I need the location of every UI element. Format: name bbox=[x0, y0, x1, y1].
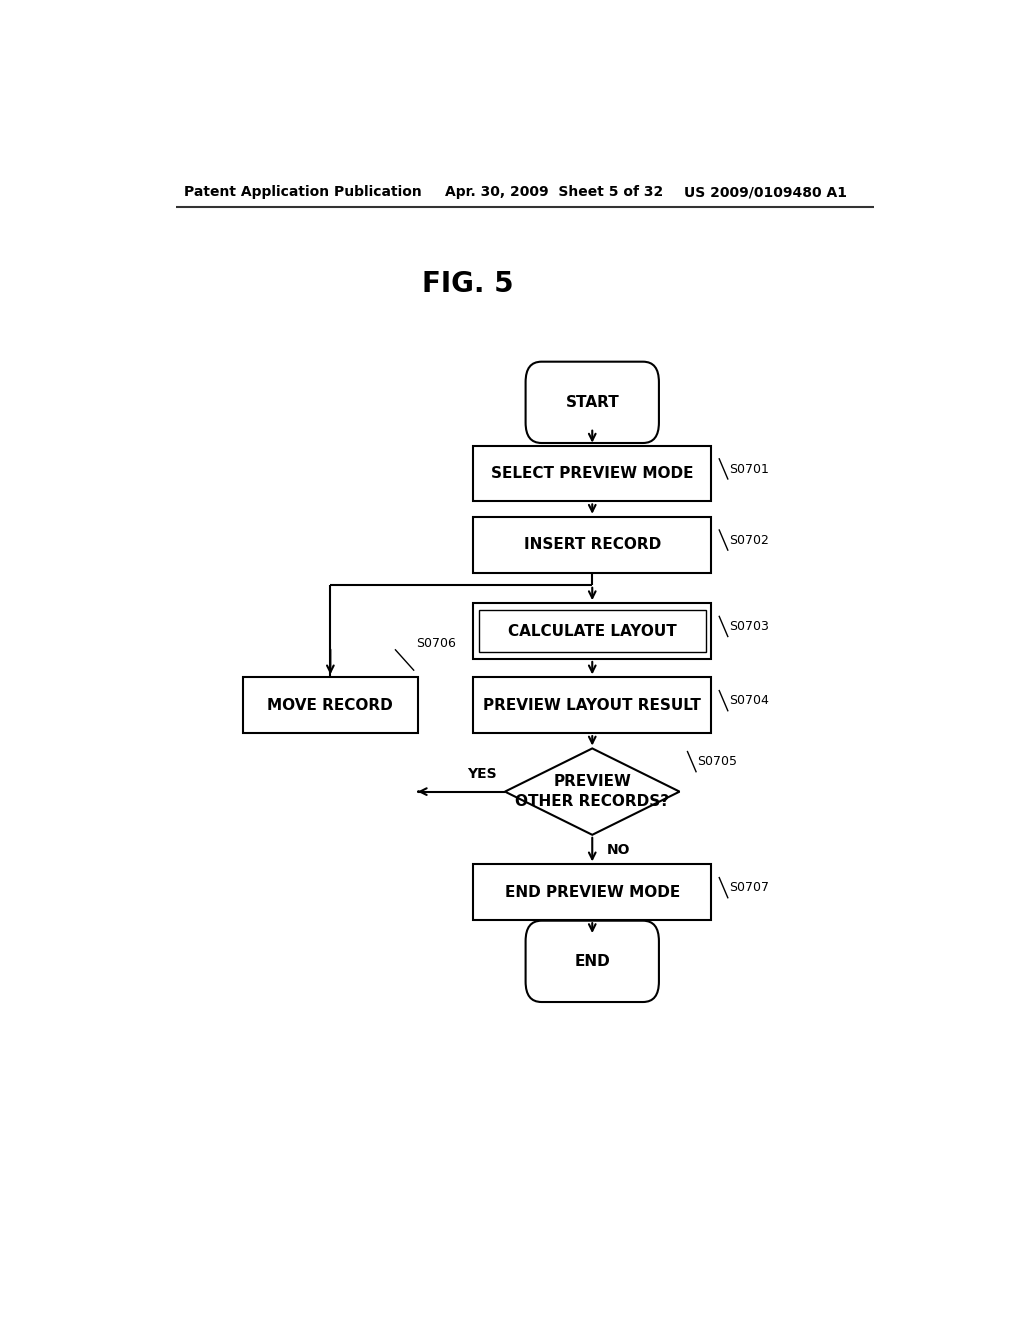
Bar bbox=[473, 677, 712, 733]
Text: Patent Application Publication: Patent Application Publication bbox=[183, 185, 421, 199]
Text: MOVE RECORD: MOVE RECORD bbox=[267, 698, 393, 713]
Text: S0703: S0703 bbox=[729, 620, 769, 634]
Text: S0702: S0702 bbox=[729, 533, 769, 546]
Text: YES: YES bbox=[467, 767, 497, 781]
Text: CALCULATE LAYOUT: CALCULATE LAYOUT bbox=[508, 623, 677, 639]
Bar bbox=[473, 446, 712, 502]
Text: S0704: S0704 bbox=[729, 694, 769, 708]
Bar bbox=[473, 516, 712, 573]
Text: US 2009/0109480 A1: US 2009/0109480 A1 bbox=[684, 185, 847, 199]
Text: S0707: S0707 bbox=[729, 882, 769, 894]
Text: END PREVIEW MODE: END PREVIEW MODE bbox=[505, 884, 680, 900]
FancyBboxPatch shape bbox=[525, 921, 658, 1002]
Polygon shape bbox=[505, 748, 680, 834]
Text: S0706: S0706 bbox=[416, 636, 456, 649]
Text: END: END bbox=[574, 954, 610, 969]
FancyBboxPatch shape bbox=[525, 362, 658, 444]
Text: SELECT PREVIEW MODE: SELECT PREVIEW MODE bbox=[490, 466, 693, 480]
Bar bbox=[243, 677, 418, 733]
Bar bbox=[479, 610, 706, 652]
Text: INSERT RECORD: INSERT RECORD bbox=[523, 537, 660, 552]
Bar bbox=[473, 865, 712, 920]
Text: S0701: S0701 bbox=[729, 462, 769, 475]
Text: FIG. 5: FIG. 5 bbox=[422, 271, 513, 298]
Text: Apr. 30, 2009  Sheet 5 of 32: Apr. 30, 2009 Sheet 5 of 32 bbox=[445, 185, 664, 199]
Text: PREVIEW
OTHER RECORDS?: PREVIEW OTHER RECORDS? bbox=[515, 775, 670, 809]
Text: S0705: S0705 bbox=[697, 755, 737, 768]
Bar bbox=[473, 603, 712, 659]
Text: PREVIEW LAYOUT RESULT: PREVIEW LAYOUT RESULT bbox=[483, 698, 701, 713]
Text: NO: NO bbox=[606, 842, 630, 857]
Text: START: START bbox=[565, 395, 620, 409]
